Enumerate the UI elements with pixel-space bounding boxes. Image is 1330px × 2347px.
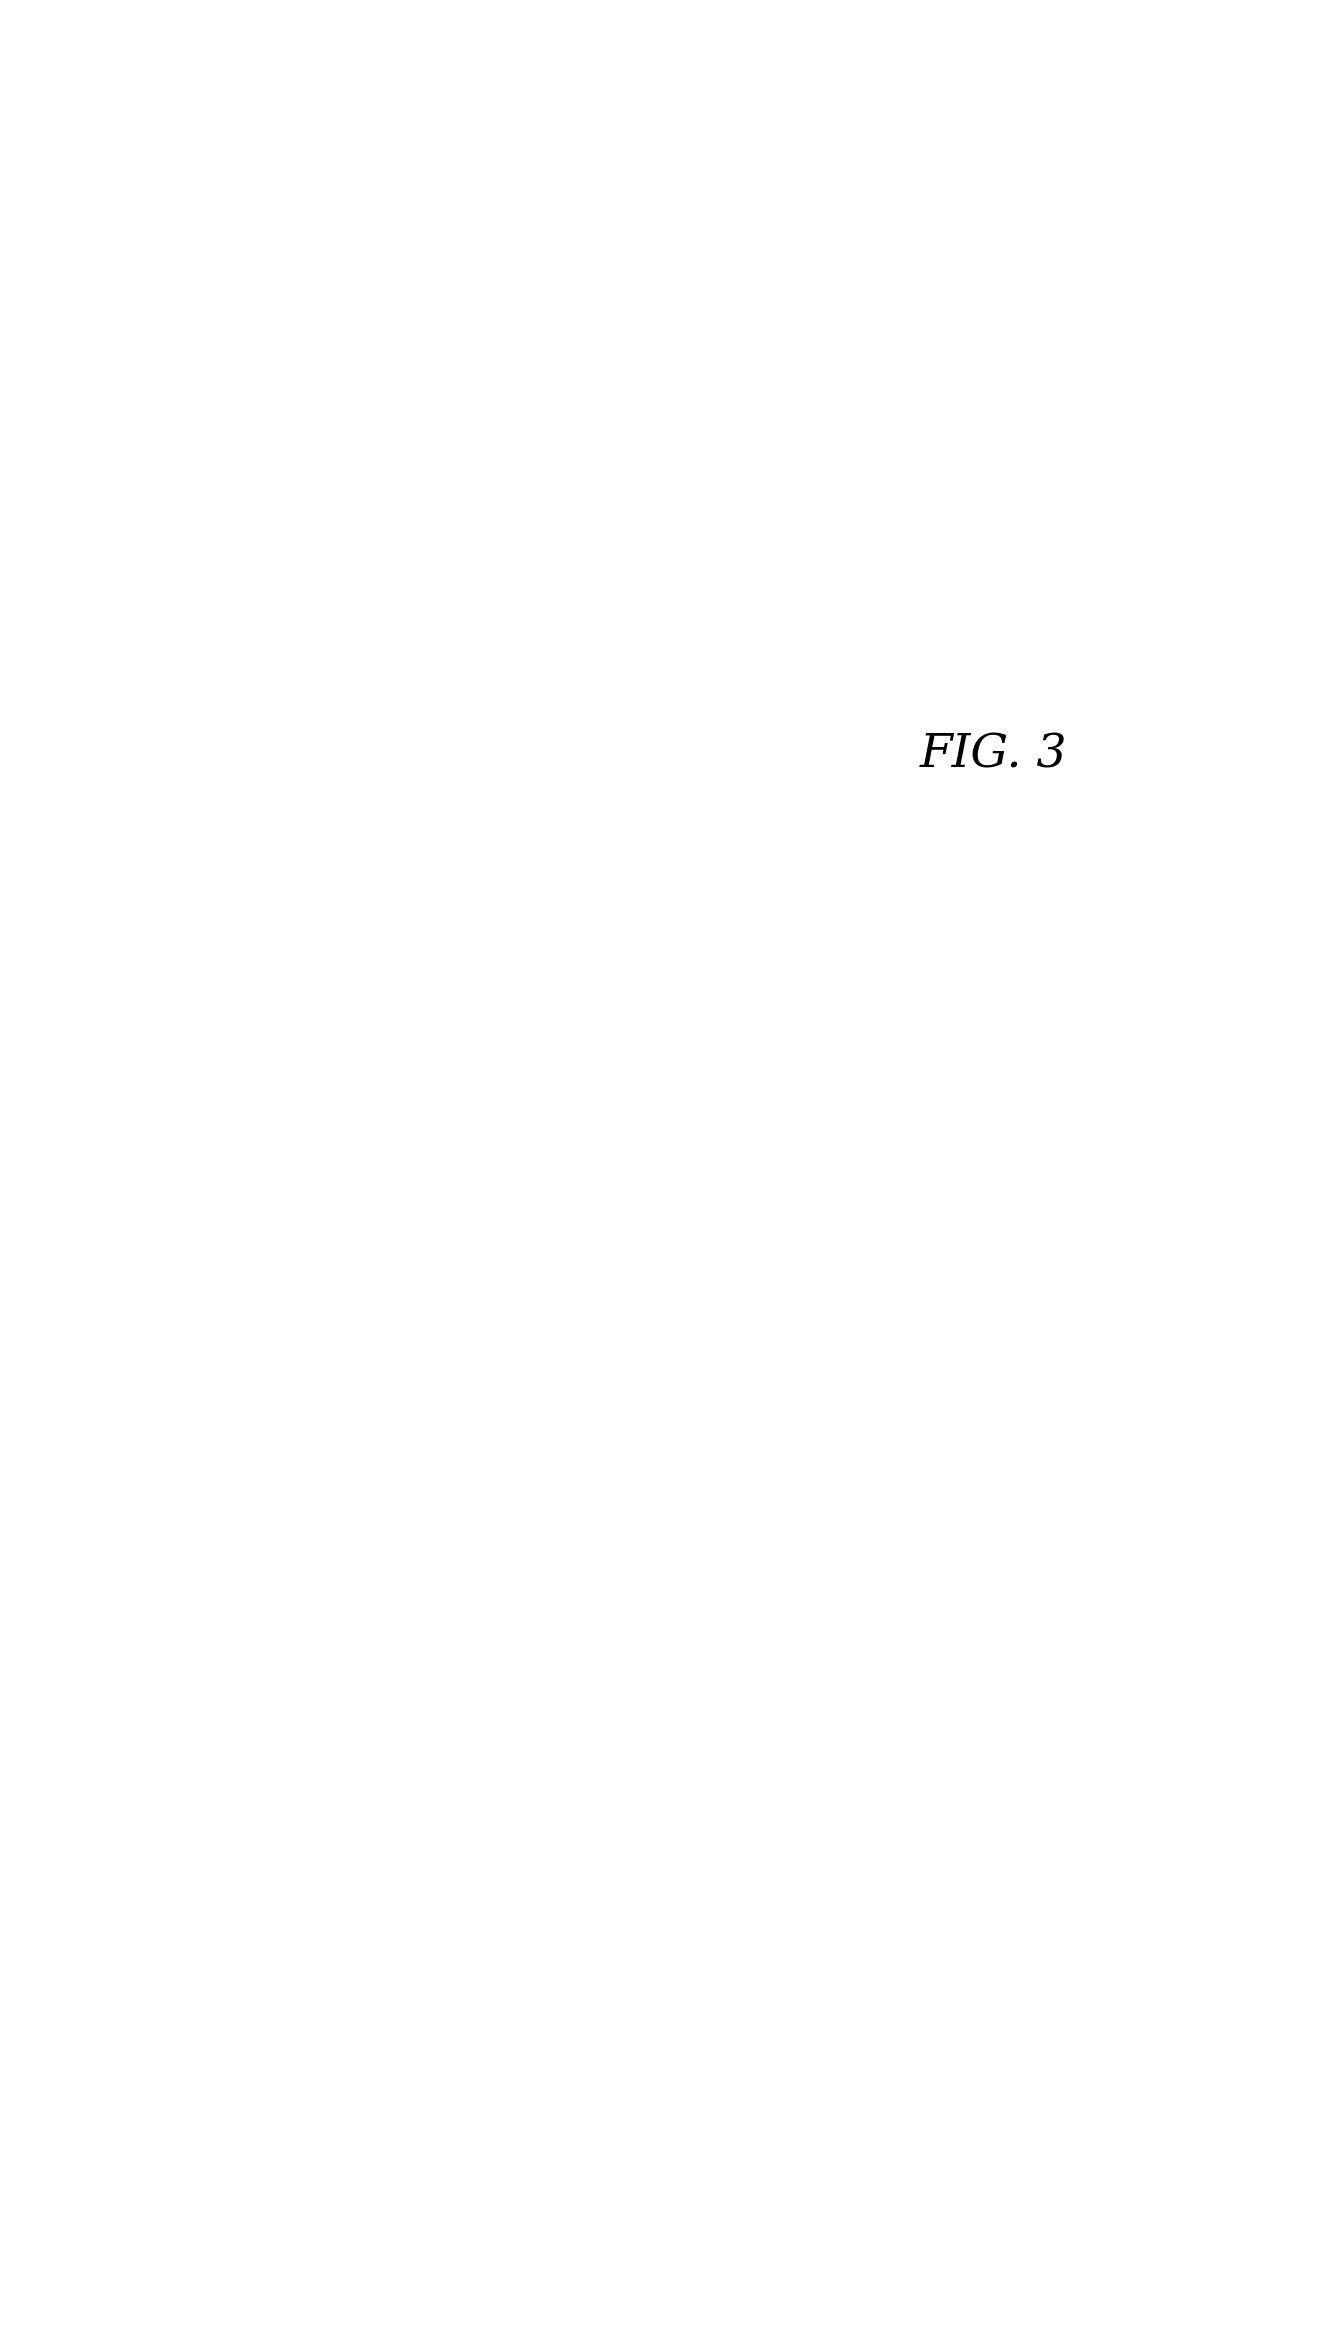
- Text: FIG. 3: FIG. 3: [920, 732, 1068, 777]
